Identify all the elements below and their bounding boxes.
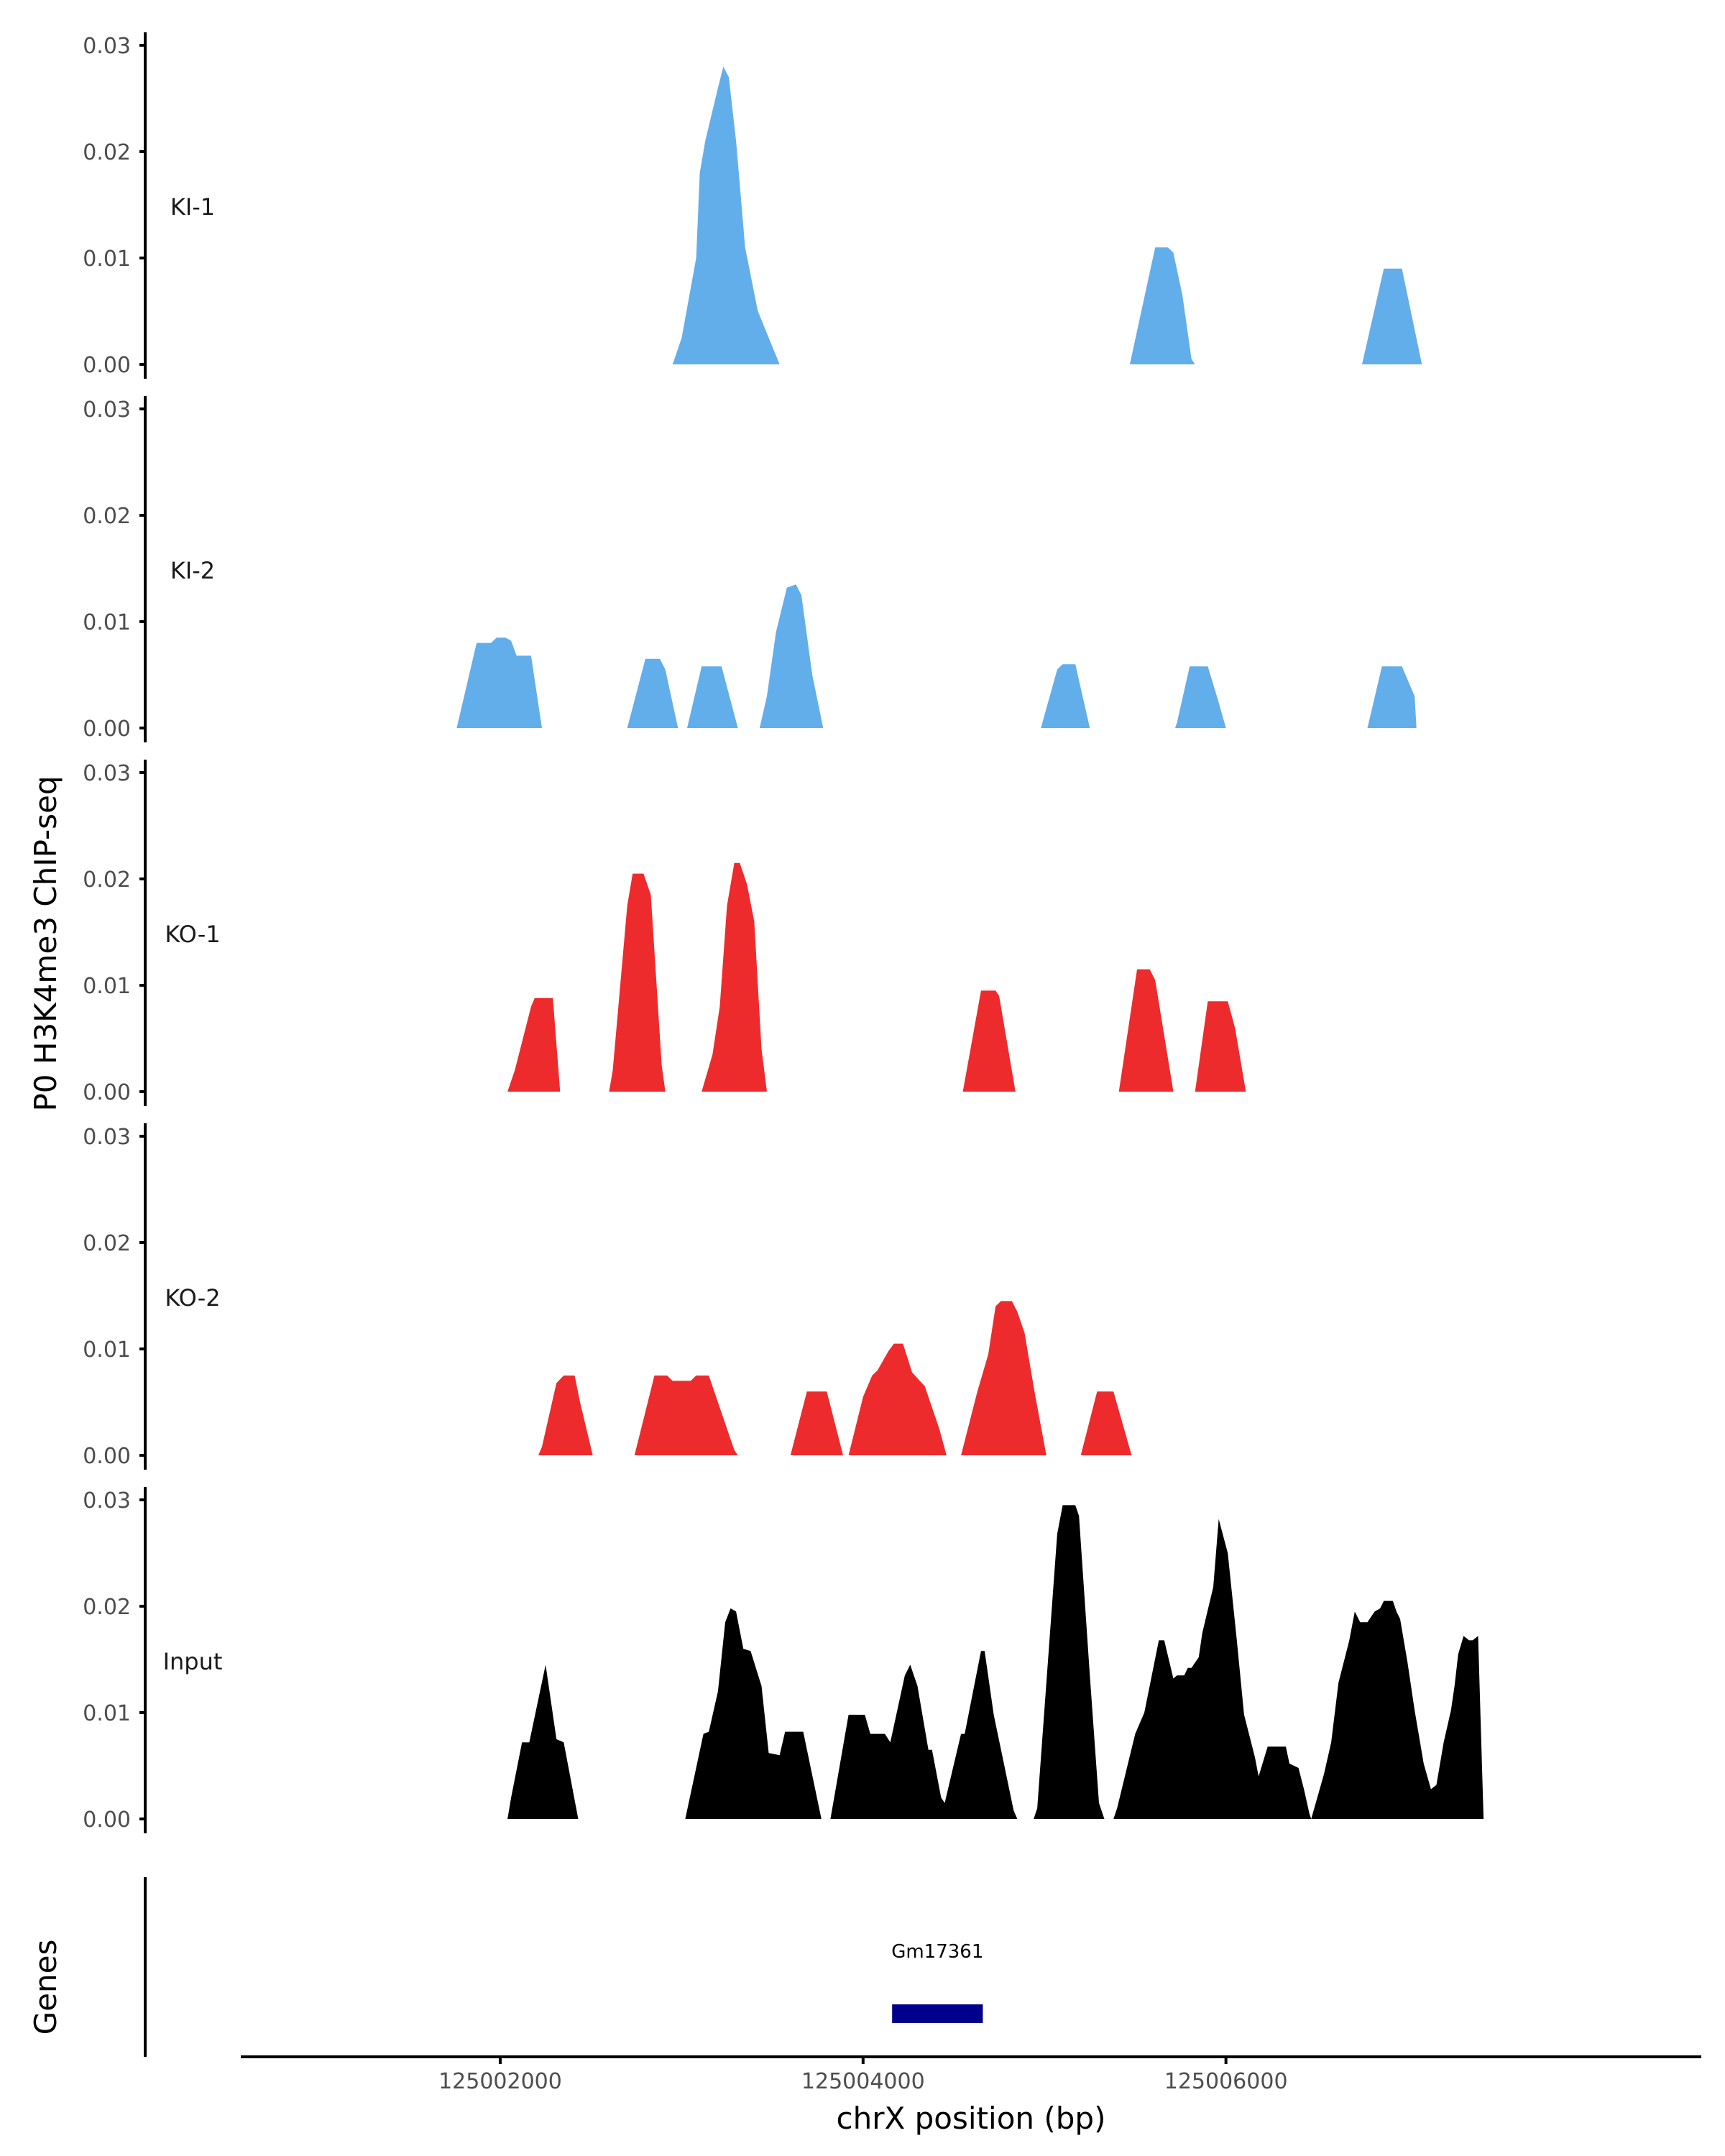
tracks-layer: 0.00 0.01 0.02 0.03 KI-1 0.00 0.01 0.02 0.03 KI-2… xyxy=(83,32,1484,1833)
signal-peak xyxy=(687,666,738,728)
signal-peak xyxy=(1113,1519,1484,1819)
signal-peak xyxy=(685,1608,822,1819)
y-tick-label: 0.02 xyxy=(83,1595,131,1620)
y-tick-label: 0.02 xyxy=(83,504,131,529)
y-tick-label: 0.00 xyxy=(83,1080,131,1105)
track-ki-1: 0.00 0.01 0.02 0.03 KI-1 xyxy=(83,32,1422,379)
y-tick-label: 0.01 xyxy=(83,610,131,635)
signal-peak xyxy=(1362,268,1422,364)
signal-peak xyxy=(609,873,666,1092)
signal-peak xyxy=(759,584,824,728)
y-tick-label: 0.03 xyxy=(83,34,131,59)
y-tick-label: 0.01 xyxy=(83,974,131,999)
signal-peak xyxy=(538,1376,593,1455)
track-label: Input xyxy=(163,1648,223,1675)
track-input: 0.00 0.01 0.02 0.03 Input xyxy=(83,1487,1484,1833)
signal-peak xyxy=(1175,666,1226,728)
y-tick-label: 0.03 xyxy=(83,1488,131,1514)
signal-peak xyxy=(790,1391,843,1455)
signal-peak xyxy=(1080,1391,1132,1455)
y-tick-label: 0.02 xyxy=(83,140,131,165)
signal-peak xyxy=(830,1651,1018,1819)
y-tick-label: 0.03 xyxy=(83,761,131,786)
genes-panel: ‹ Gm17361 xyxy=(144,1877,983,2057)
y-tick-label: 0.03 xyxy=(83,397,131,423)
signal-peak xyxy=(962,990,1016,1092)
y-tick-label: 0.02 xyxy=(83,1231,131,1256)
signal-peak xyxy=(1367,666,1417,728)
signal-peak xyxy=(1195,1001,1246,1092)
track-label: KO-2 xyxy=(165,1284,220,1312)
x-axis: 125002000 125004000 125006000 xyxy=(241,2055,1701,2094)
y-tick-label: 0.01 xyxy=(83,1701,131,1726)
y-tick-label: 0.00 xyxy=(83,1807,131,1833)
gene-body xyxy=(892,2004,983,2023)
track-label: KI-1 xyxy=(170,193,215,221)
signal-peak xyxy=(1118,969,1174,1092)
track-label: KO-1 xyxy=(165,921,220,948)
signal-peak xyxy=(848,1343,947,1455)
track-ko-1: 0.00 0.01 0.02 0.03 KO-1 xyxy=(83,760,1246,1106)
signal-peak xyxy=(507,1664,579,1819)
y-tick-label: 0.01 xyxy=(83,247,131,272)
gene-strand-arrow: ‹ xyxy=(891,2003,899,2027)
x-tick-label: 125006000 xyxy=(1164,2069,1288,2094)
signal-peak xyxy=(627,658,678,728)
y-tick-label: 0.00 xyxy=(83,717,131,742)
y-tick-label: 0.03 xyxy=(83,1125,131,1150)
signal-peak xyxy=(1041,664,1090,728)
signal-peak xyxy=(702,862,767,1092)
signal-peak xyxy=(1034,1505,1105,1819)
x-axis-title: chrX position (bp) xyxy=(837,2101,1106,2136)
signal-peak xyxy=(672,66,780,364)
track-ki-2: 0.00 0.01 0.02 0.03 KI-2 xyxy=(83,396,1417,742)
y-tick-label: 0.01 xyxy=(83,1337,131,1363)
y-tick-label: 0.02 xyxy=(83,867,131,893)
track-ko-2: 0.00 0.01 0.02 0.03 KO-2 xyxy=(83,1123,1132,1470)
genes-axis-title: Genes xyxy=(28,1940,63,2035)
y-tick-label: 0.00 xyxy=(83,1444,131,1469)
signal-peak xyxy=(634,1376,738,1455)
signal-peak xyxy=(456,637,542,728)
track-label: KI-2 xyxy=(170,557,215,584)
signal-peak xyxy=(1129,247,1195,364)
gene-label: Gm17361 xyxy=(891,1941,983,1963)
x-tick-label: 125004000 xyxy=(801,2069,925,2094)
signal-peak xyxy=(961,1301,1046,1455)
y-tick-label: 0.00 xyxy=(83,353,131,378)
signal-peak xyxy=(507,998,561,1092)
x-tick-label: 125002000 xyxy=(438,2069,562,2094)
y-axis-title: P0 H3K4me3 ChIP-seq xyxy=(28,775,63,1111)
